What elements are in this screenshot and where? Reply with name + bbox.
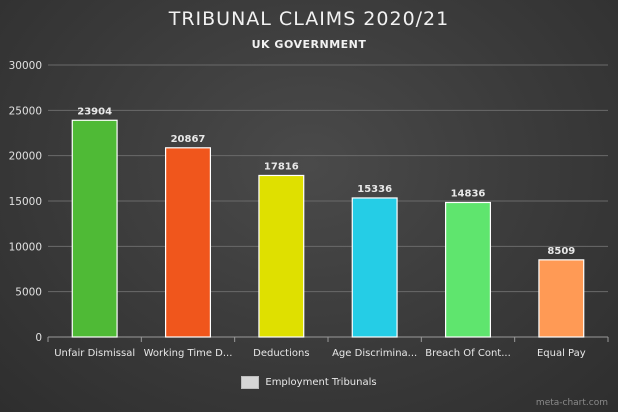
bar bbox=[351, 197, 398, 338]
legend-label: Employment Tribunals bbox=[265, 377, 377, 388]
data-label: 23904 bbox=[77, 106, 112, 117]
y-tick-label: 20000 bbox=[9, 151, 42, 163]
bar bbox=[538, 259, 585, 338]
x-tick-label: Unfair Dismissal bbox=[54, 348, 135, 359]
data-label: 20867 bbox=[171, 134, 206, 145]
y-tick-label: 0 bbox=[35, 332, 42, 344]
y-tick-label: 15000 bbox=[9, 196, 42, 208]
x-tick-label: Breach Of Cont... bbox=[425, 348, 511, 359]
bar bbox=[165, 147, 212, 338]
bar bbox=[71, 119, 118, 338]
legend[interactable]: Employment Tribunals bbox=[0, 376, 618, 389]
y-tick-label: 5000 bbox=[15, 287, 42, 299]
legend-swatch bbox=[241, 376, 260, 389]
y-tick-label: 30000 bbox=[9, 60, 42, 72]
data-label: 17816 bbox=[264, 161, 299, 172]
chart-title: TRIBUNAL CLAIMS 2020/21 bbox=[168, 8, 450, 30]
x-tick-label: Deductions bbox=[253, 348, 309, 359]
y-tick-label: 10000 bbox=[9, 241, 42, 253]
x-tick-label: Working Time D... bbox=[144, 348, 233, 359]
bar bbox=[258, 174, 305, 338]
x-tick-label: Equal Pay bbox=[537, 348, 586, 359]
y-tick-label: 25000 bbox=[9, 105, 42, 117]
data-label: 8509 bbox=[547, 246, 575, 257]
x-tick-label: Age Discrimina... bbox=[332, 348, 417, 359]
bar bbox=[445, 201, 492, 338]
data-label: 15336 bbox=[357, 184, 392, 195]
watermark: meta-chart.com bbox=[535, 398, 608, 408]
data-label: 14836 bbox=[451, 188, 486, 199]
chart-subtitle: UK GOVERNMENT bbox=[251, 38, 367, 51]
